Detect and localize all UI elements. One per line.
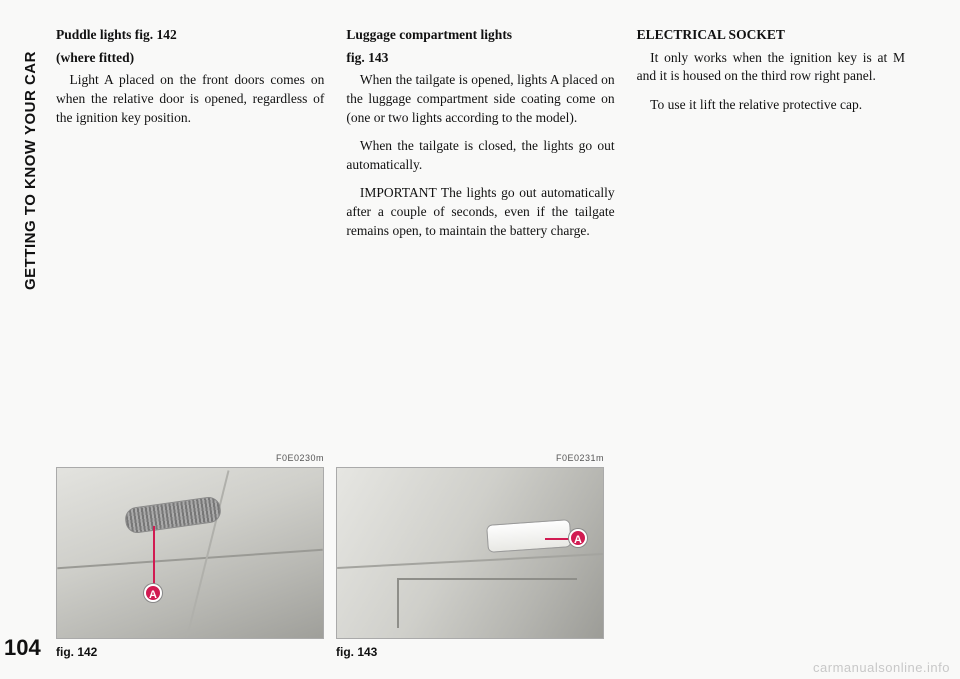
column-left: Puddle lights fig. 142 (where fitted) Li… bbox=[56, 26, 324, 250]
right-heading: ELECTRICAL SOCKET bbox=[637, 26, 905, 45]
luggage-light-lamp bbox=[486, 519, 572, 553]
figures-row: F0E0230m A fig. 142 F0E0231m A bbox=[56, 467, 604, 659]
middle-paragraph-2: When the tailgate is closed, the lights … bbox=[346, 137, 614, 174]
manual-page: GETTING TO KNOW YOUR CAR 104 Puddle ligh… bbox=[0, 0, 960, 679]
seam-shape bbox=[397, 578, 577, 580]
section-label: GETTING TO KNOW YOUR CAR bbox=[22, 51, 39, 290]
content-columns: Puddle lights fig. 142 (where fitted) Li… bbox=[56, 26, 905, 250]
trim-shape bbox=[337, 468, 603, 638]
watermark-text: carmanualsonline.info bbox=[813, 660, 950, 675]
marker-leader-line bbox=[545, 538, 571, 540]
marker-a: A bbox=[569, 529, 587, 547]
middle-heading-line-1: Luggage compartment lights bbox=[346, 26, 614, 45]
page-number: 104 bbox=[4, 635, 41, 661]
figure-143: F0E0231m A fig. 143 bbox=[336, 467, 604, 659]
marker-leader-line bbox=[153, 526, 155, 586]
column-right: ELECTRICAL SOCKET It only works when the… bbox=[637, 26, 905, 250]
left-paragraph-1: Light A placed on the front doors comes … bbox=[56, 71, 324, 127]
figure-143-image: A bbox=[336, 467, 604, 639]
right-paragraph-2: To use it lift the relative protective c… bbox=[637, 96, 905, 115]
column-middle: Luggage compartment lights fig. 143 When… bbox=[346, 26, 614, 250]
middle-paragraph-3: IMPORTANT The lights go out automaticall… bbox=[346, 184, 614, 240]
right-paragraph-1: It only works when the ignition key is a… bbox=[637, 49, 905, 86]
left-heading-line-1: Puddle lights fig. 142 bbox=[56, 26, 324, 45]
figure-142-caption: fig. 142 bbox=[56, 645, 324, 659]
sidebar: GETTING TO KNOW YOUR CAR bbox=[0, 0, 34, 679]
figure-142: F0E0230m A fig. 142 bbox=[56, 467, 324, 659]
left-heading-line-2: (where fitted) bbox=[56, 49, 324, 68]
middle-paragraph-1: When the tailgate is opened, lights A pl… bbox=[346, 71, 614, 127]
marker-a: A bbox=[144, 584, 162, 602]
figure-143-tag: F0E0231m bbox=[556, 453, 604, 463]
figure-142-tag: F0E0230m bbox=[276, 453, 324, 463]
seam-shape bbox=[397, 578, 399, 628]
figure-143-caption: fig. 143 bbox=[336, 645, 604, 659]
middle-heading-line-2: fig. 143 bbox=[346, 49, 614, 68]
figure-142-image: A bbox=[56, 467, 324, 639]
